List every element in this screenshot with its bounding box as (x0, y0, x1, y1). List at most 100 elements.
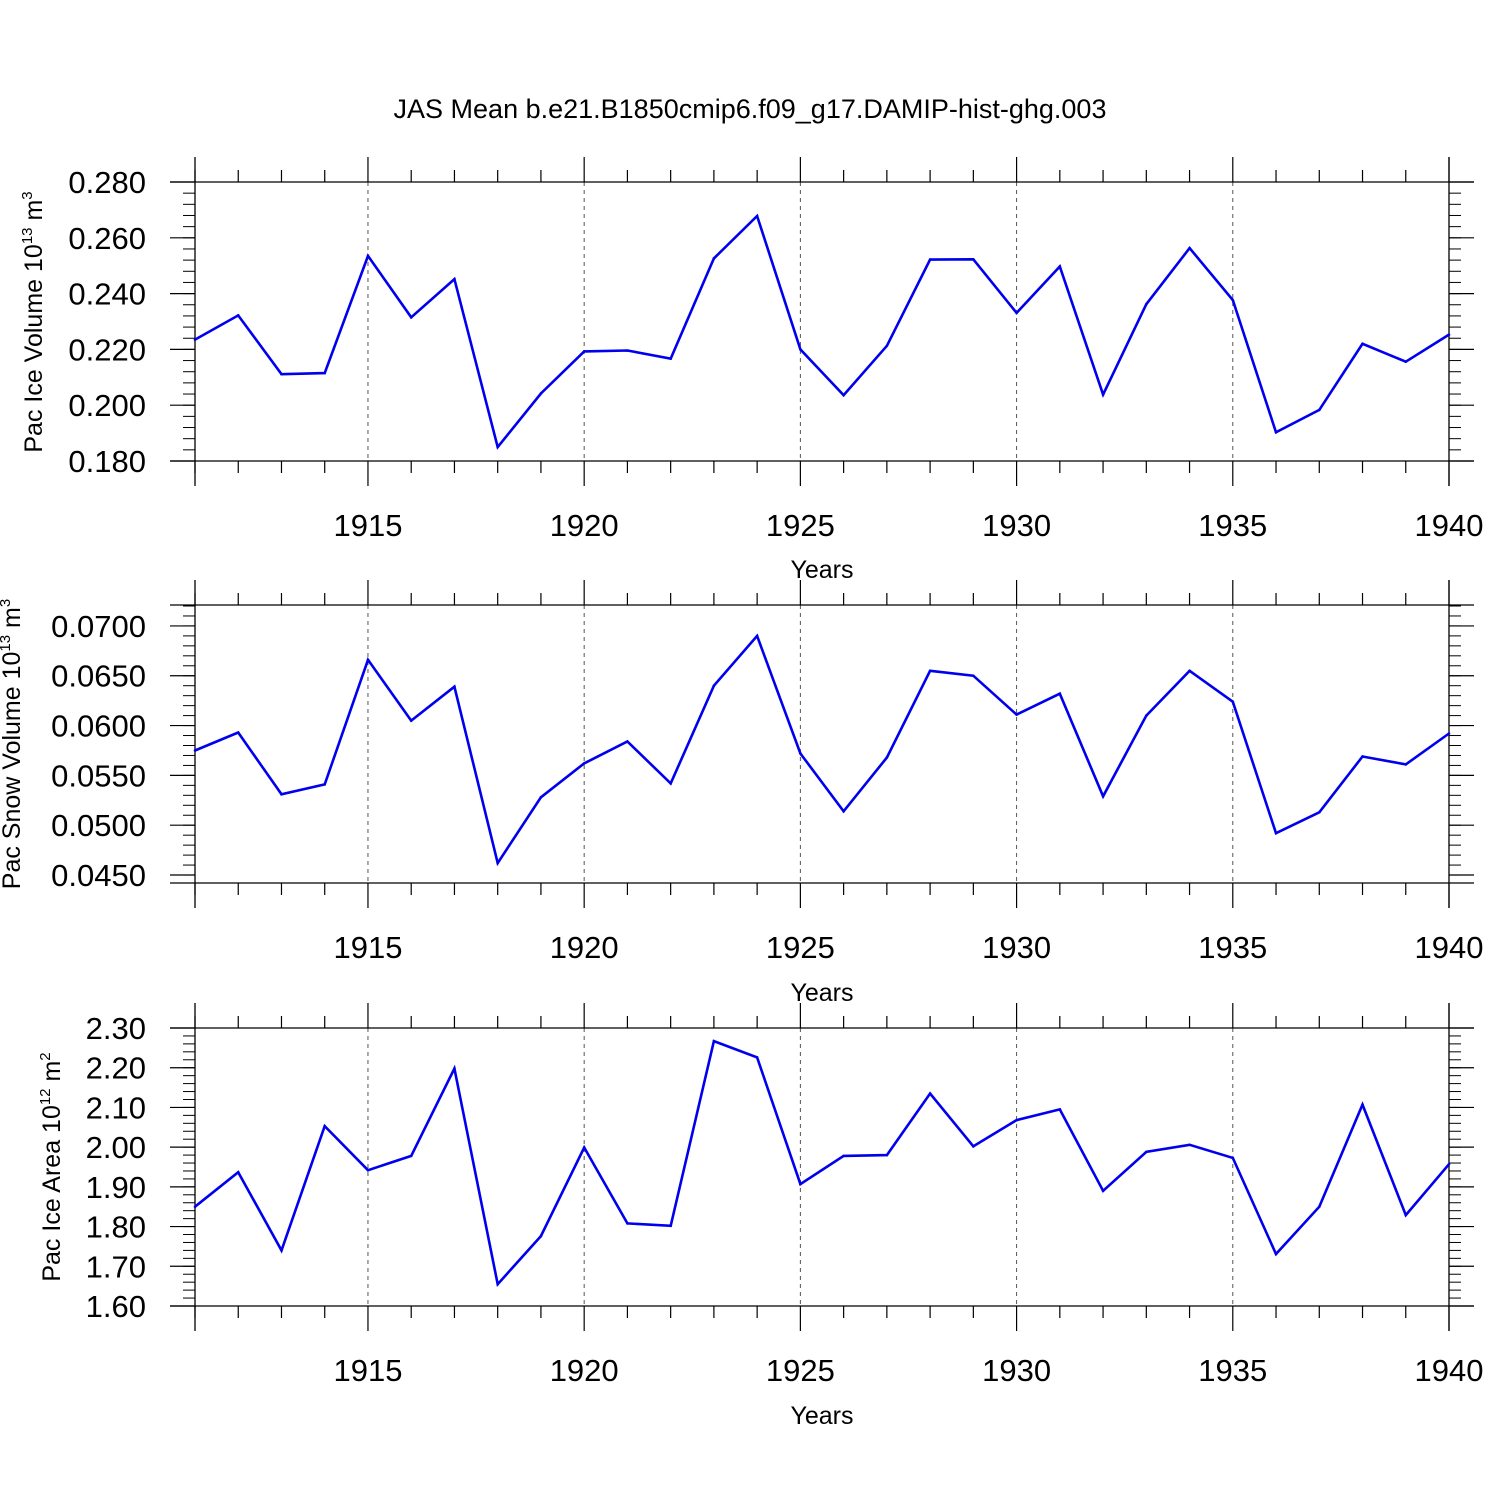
ice-volume-data-point (409, 316, 413, 319)
ice-volume-x-tick-label: 1920 (550, 508, 619, 543)
ice-volume-x-tick-label: 1930 (982, 508, 1051, 543)
ice-area-data-point (626, 1222, 629, 1225)
ice-area-data-point (1188, 1143, 1191, 1147)
snow-volume-data-point (1317, 810, 1321, 814)
ice-volume-data-point (1447, 333, 1451, 336)
snow-volume-x-tick-label: 1915 (333, 930, 402, 965)
ice-area-y-tick-label: 1.90 (86, 1170, 146, 1205)
ice-volume-x-tick-label: 1925 (766, 508, 835, 543)
ice-volume-data-point (1361, 342, 1364, 346)
ice-area-data-point (453, 1067, 456, 1070)
ice-volume-data-point (972, 257, 975, 261)
ice-volume-data-point (582, 350, 586, 353)
snow-volume-data-point (1101, 795, 1105, 798)
ice-area-x-tick-label: 1940 (1415, 1353, 1484, 1388)
ice-volume-data-point (669, 357, 672, 360)
ice-area-data-point (539, 1234, 543, 1238)
snow-volume-data-point (453, 685, 456, 689)
ice-area-data-point (1274, 1252, 1278, 1256)
ice-area-y-tick-label: 2.20 (86, 1051, 146, 1086)
ice-area-x-tick-label: 1925 (766, 1353, 835, 1388)
snow-volume-data-point (842, 809, 845, 813)
ice-area-data-point (1058, 1108, 1062, 1111)
snow-volume-y-tick-label: 0.0700 (51, 609, 146, 644)
ice-area-y-tick-label: 1.80 (86, 1210, 146, 1245)
ice-area-data-point (712, 1039, 716, 1043)
ice-area-data-point (582, 1146, 586, 1149)
ice-area-data-point (972, 1145, 975, 1148)
snow-volume-x-tick-label: 1920 (550, 930, 619, 965)
ice-volume-data-point (885, 344, 889, 348)
ice-area-x-tick-label: 1915 (333, 1353, 402, 1388)
ice-volume-data-point (712, 257, 716, 260)
snow-volume-data-point (1361, 755, 1364, 758)
ice-area-data-point (323, 1124, 327, 1128)
ice-volume-data-point (1015, 311, 1018, 315)
snow-volume-series-line (194, 633, 1450, 867)
snow-volume-data-point (1145, 714, 1148, 717)
ice-area-y-axis-label: Pac Ice Area 1012 m2 (37, 1052, 66, 1281)
snow-volume-data-point (626, 740, 629, 743)
ice-area-data-point (1404, 1213, 1408, 1217)
ice-area-data-point (1015, 1118, 1018, 1122)
ice-volume-data-point (1145, 302, 1148, 306)
ice-volume-x-tick-label: 1940 (1415, 508, 1484, 543)
ice-area-y-tick-label: 2.00 (86, 1130, 146, 1165)
snow-volume-data-point (323, 783, 327, 786)
snow-volume-data-point (928, 669, 932, 673)
snow-volume-data-point (409, 719, 413, 722)
ice-volume-data-point (323, 371, 327, 375)
ice-area-data-point (928, 1092, 932, 1095)
snow-volume-data-point (496, 861, 499, 865)
snow-volume-data-point (972, 674, 975, 678)
ice-volume-data-point (755, 214, 759, 218)
snow-volume-x-tick-label: 1935 (1198, 930, 1267, 965)
ice-volume-x-tick-label: 1915 (333, 508, 402, 543)
ice-area-y-tick-label: 2.10 (86, 1090, 146, 1125)
snow-volume-data-point (1058, 692, 1062, 695)
ice-volume-data-point (799, 348, 802, 351)
ice-volume-data-point (366, 254, 370, 258)
chart-title: JAS Mean b.e21.B1850cmip6.f09_g17.DAMIP-… (394, 94, 1107, 124)
ice-volume-y-tick-label: 0.260 (68, 221, 146, 256)
snow-volume-y-tick-label: 0.0600 (51, 709, 146, 744)
ice-volume-data-point (1317, 408, 1321, 412)
ice-volume-series-line (194, 213, 1450, 450)
snow-volume-data-point (669, 782, 672, 785)
ice-volume-data-point (496, 445, 499, 449)
ice-area-data-point (496, 1282, 499, 1286)
ice-volume-data-point (236, 314, 240, 317)
snow-volume-data-point (539, 796, 543, 799)
ice-area-x-tick-label: 1935 (1198, 1353, 1267, 1388)
ice-area-data-point (755, 1056, 759, 1059)
ice-area-data-point (236, 1170, 240, 1174)
ice-volume-data-point (1404, 360, 1408, 363)
ice-volume-data-point (928, 258, 932, 261)
snow-volume-panel: Pac Snow Volume 1013 m3 Years 1915 1920 19… (0, 580, 1483, 1007)
snow-volume-y-tick-label: 0.0650 (51, 659, 146, 694)
ice-volume-data-point (1188, 246, 1191, 250)
ice-area-data-point (885, 1153, 889, 1157)
ice-area-x-axis-label: Years (790, 1402, 853, 1430)
ice-volume-data-point (842, 393, 845, 397)
ice-volume-y-tick-label: 0.280 (68, 165, 146, 200)
ice-volume-x-axis-label: Years (790, 556, 853, 584)
ice-volume-data-point (1101, 393, 1105, 396)
snow-volume-data-point (280, 793, 283, 796)
snow-volume-x-tick-label: 1940 (1415, 930, 1484, 965)
ice-volume-data-point (280, 372, 283, 376)
ice-area-data-point (409, 1154, 413, 1158)
ice-volume-y-tick-label: 0.180 (68, 444, 146, 479)
snow-volume-x-tick-label: 1925 (766, 930, 835, 965)
snow-volume-data-point (236, 731, 240, 734)
ice-area-data-point (366, 1168, 370, 1172)
ice-area-data-point (1145, 1150, 1148, 1154)
snow-volume-data-point (1274, 831, 1278, 835)
ice-volume-data-point (626, 349, 629, 352)
ice-area-data-point (1447, 1162, 1451, 1166)
ice-volume-data-point (193, 338, 197, 341)
snow-volume-data-point (1188, 669, 1191, 673)
snow-volume-x-tick-label: 1930 (982, 930, 1051, 965)
snow-volume-data-point (582, 762, 586, 765)
